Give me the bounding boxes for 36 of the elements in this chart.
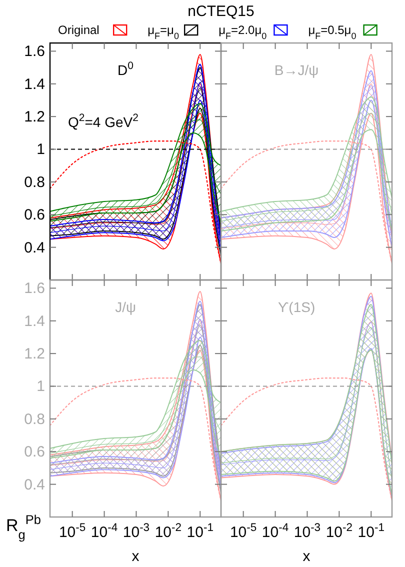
x-tick-label: 10$^{-3}$ — [294, 522, 321, 541]
legend-label: Original — [58, 23, 100, 37]
x-tick-label: 10$^{-2}$ — [154, 522, 182, 541]
y-tick-label: 1 — [36, 141, 45, 158]
annotation: Q$^{2}$=4 GeV$^{2}$ — [68, 112, 139, 130]
x-tick-label: 10$^{-5}$ — [58, 522, 86, 541]
x-tick-label: 10$^{-2}$ — [326, 522, 353, 541]
x-tick-label: 10$^{-4}$ — [262, 522, 289, 541]
annotation: ϒ(1S) — [278, 299, 316, 315]
legend-label: μ$_{F}$=0.5μ$_{0}$ — [308, 23, 356, 41]
y-tick-label: 1.2 — [24, 108, 45, 126]
x-tick-label: 10$^{-1}$ — [186, 522, 214, 541]
x-tick-label: 10$^{-1}$ — [358, 522, 384, 541]
y-tick-label: 0.4 — [24, 239, 45, 256]
y-tick-label: 0.8 — [24, 174, 45, 191]
annotation: D$^{0}$ — [118, 60, 134, 78]
y-tick-label: 1.6 — [24, 280, 45, 298]
y-tick-label: 0.4 — [24, 476, 45, 494]
x-tick-label: 10$^{-4}$ — [90, 522, 118, 541]
legend-label: μ$_{F}$=μ$_{0}$ — [148, 23, 179, 41]
annotation: J/ψ — [115, 299, 136, 315]
y-tick-label: 0.8 — [24, 410, 45, 428]
chart-title: nCTEQ15 — [188, 3, 254, 20]
y-tick-label: 1.4 — [24, 312, 45, 330]
y-tick-label: 1.4 — [24, 76, 45, 93]
x-tick-label: 10$^{-3}$ — [122, 522, 150, 541]
annotation: B→J/ψ — [274, 62, 319, 78]
x-axis-title: x — [132, 548, 140, 565]
y-tick-label: 0.6 — [24, 206, 45, 224]
x-tick-label: 10$^{-5}$ — [230, 522, 257, 541]
y-tick-label: 1.6 — [24, 43, 45, 60]
legend-label: μ$_{F}$=2.0μ$_{0}$ — [218, 23, 267, 41]
y-tick-label: 0.6 — [24, 444, 45, 461]
y-tick-label: 1.2 — [24, 346, 45, 363]
x-axis-title: x — [302, 548, 311, 565]
y-tick-label: 1 — [36, 378, 45, 396]
